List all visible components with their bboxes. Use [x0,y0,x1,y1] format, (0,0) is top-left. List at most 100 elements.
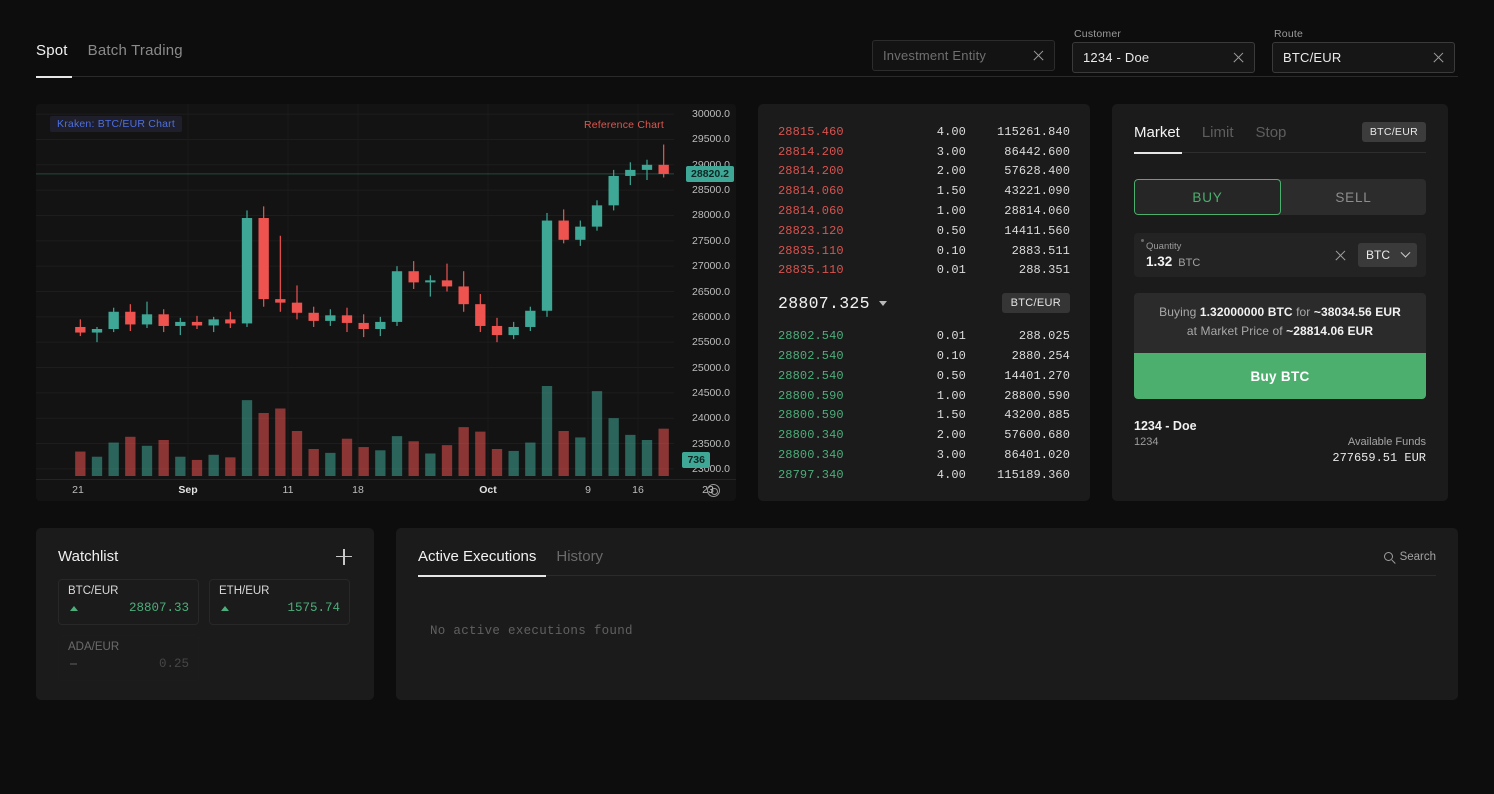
watchlist-price-row: 0.25 [68,657,189,671]
order-book-pair-badge[interactable]: BTC/EUR [1001,293,1070,314]
price-chart-panel[interactable]: Kraken: BTC/EUR Chart Reference Chart 30… [36,104,736,501]
ask-price: 28835.110 [778,243,844,258]
chevron-down-icon [1400,247,1411,258]
chart-settings-icon[interactable] [707,484,720,497]
order-book-row[interactable]: 28800.590 1.50 43200.885 [778,406,1070,426]
summary-price-prefix: at Market Price of [1186,324,1283,338]
order-book-row[interactable]: 28802.540 0.10 2880.254 [778,346,1070,366]
order-book-row[interactable]: 28800.340 3.00 86401.020 [778,445,1070,465]
account-id: 1234 [1134,436,1159,448]
watchlist-item[interactable]: BTC/EUR 28807.33 [58,579,199,625]
customer-input[interactable]: 1234 - Doe [1072,42,1255,73]
order-book-row[interactable]: 28802.540 0.01 288.025 [778,326,1070,346]
tab-active-executions[interactable]: Active Executions [418,548,537,565]
add-watchlist-icon[interactable] [336,548,352,565]
order-total: 14401.270 [1004,368,1070,383]
order-book-row[interactable]: 28835.110 0.01 288.351 [778,261,1070,281]
watchlist-panel: Watchlist BTC/EUR 28807.33 ETH/EUR 1575.74 A… [36,528,374,700]
watchlist-symbol: ADA/EUR [68,641,120,653]
buy-sell-toggle: BUY SELL [1134,179,1426,215]
watchlist-header: Watchlist [58,548,352,565]
bid-price: 28800.590 [778,408,844,423]
executions-search[interactable]: Search [1383,551,1436,563]
order-book-row[interactable]: 28800.590 1.00 28800.590 [778,386,1070,406]
clear-icon[interactable] [1231,50,1246,65]
chevron-down-icon[interactable] [878,300,887,306]
tab-spot[interactable]: Spot [36,42,68,59]
clear-icon[interactable] [1031,48,1046,63]
route-input[interactable]: BTC/EUR [1272,42,1455,73]
order-type-tabs: Market Limit Stop BTC/EUR [1134,122,1426,152]
tab-market[interactable]: Market [1134,123,1180,141]
top-bar: Spot Batch Trading Investment Entity Cus… [0,0,1494,86]
bottom-content-row: Watchlist BTC/EUR 28807.33 ETH/EUR 1575.74 A… [36,528,1458,700]
bid-price: 28800.340 [778,448,844,463]
last-volume-tag: 736 [682,452,710,468]
executions-tab-list: Active Executions History Search [418,548,1436,575]
watchlist-title: Watchlist [58,548,119,565]
watchlist-price-row: 1575.74 [219,601,340,615]
order-book-row[interactable]: 28800.340 2.00 57600.680 [778,425,1070,445]
search-icon [1383,552,1393,561]
order-type-active-indicator [1134,152,1182,154]
order-quantity: 0.50 [936,368,966,383]
y-axis-tick: 28500.0 [692,184,730,197]
order-book-row[interactable]: 28802.540 0.50 14401.270 [778,366,1070,386]
bid-price: 28802.540 [778,349,844,364]
watchlist-items: BTC/EUR 28807.33 ETH/EUR 1575.74 ADA/EUR 0.25 [58,579,352,681]
candlestick-chart[interactable] [36,104,736,501]
investment-entity-input[interactable]: Investment Entity [872,40,1055,71]
order-book-row[interactable]: 28797.340 4.00 115189.360 [778,465,1070,485]
order-book-row[interactable]: 28814.200 3.00 86442.600 [778,142,1070,162]
tab-history[interactable]: History [556,548,604,565]
executions-empty-message: No active executions found [430,624,633,638]
bid-price: 28802.540 [778,368,844,383]
executions-active-indicator [418,575,546,577]
bid-price: 28800.340 [778,428,844,443]
ticket-pair-badge[interactable]: BTC/EUR [1361,122,1426,142]
order-quantity: 0.01 [936,263,966,278]
currency-select[interactable]: BTC [1358,243,1417,267]
customer-field: Customer 1234 - Doe [1072,28,1255,73]
y-axis-tick: 25000.0 [692,361,730,374]
clear-quantity-icon[interactable] [1333,248,1348,263]
main-content-row: Kraken: BTC/EUR Chart Reference Chart 30… [36,104,1458,501]
order-book-row[interactable]: 28823.120 0.50 14411.560 [778,221,1070,241]
order-book-row[interactable]: 28815.460 4.00 115261.840 [778,122,1070,142]
watchlist-item[interactable]: ETH/EUR 1575.74 [209,579,350,625]
order-book-row[interactable]: 28814.200 2.00 57628.400 [778,162,1070,182]
order-book-row[interactable]: 28814.060 1.50 43221.090 [778,181,1070,201]
order-book-panel: 28815.460 4.00 115261.840 28814.200 3.00 8644… [758,104,1090,501]
order-quantity: 2.00 [936,428,966,443]
bid-price: 28800.590 [778,388,844,403]
tab-limit[interactable]: Limit [1201,123,1234,141]
watchlist-price: 1575.74 [287,601,340,615]
submit-buy-button[interactable]: Buy BTC [1134,353,1426,399]
arrow-flat-icon [70,663,77,665]
x-axis-tick: Oct [479,484,497,496]
y-axis-tick: 29500.0 [692,133,730,146]
x-axis-tick: 18 [352,484,364,496]
y-axis-tick: 26000.0 [692,310,730,323]
y-axis-tick: 30000.0 [692,108,730,121]
order-book-row[interactable]: 28835.110 0.10 2883.511 [778,241,1070,261]
watchlist-item[interactable]: ADA/EUR 0.25 [58,635,199,681]
sell-button[interactable]: SELL [1335,189,1372,205]
ask-price: 28814.060 [778,204,844,219]
quantity-input[interactable]: Quantity 1.32 BTC BTC [1134,233,1426,277]
buy-button[interactable]: BUY [1134,179,1281,215]
order-total: 43200.885 [1004,408,1070,423]
chart-y-axis: 30000.0 29500.0 29000.0 28500.0 28000.0 27500… [674,104,736,501]
ask-price: 28814.200 [778,164,844,179]
available-funds-value: 277659.51 EUR [1332,451,1426,465]
tab-stop[interactable]: Stop [1255,123,1287,141]
clear-icon[interactable] [1431,50,1446,65]
order-book-row[interactable]: 28814.060 1.00 28814.060 [778,201,1070,221]
quantity-unit: BTC [1178,257,1201,269]
y-axis-tick: 27500.0 [692,234,730,247]
order-quantity: 4.00 [936,467,966,482]
y-axis-tick: 26500.0 [692,285,730,298]
tab-batch-trading[interactable]: Batch Trading [87,42,183,59]
investment-entity-field: Investment Entity [872,40,1055,71]
x-axis-tick: 23 [702,484,714,496]
